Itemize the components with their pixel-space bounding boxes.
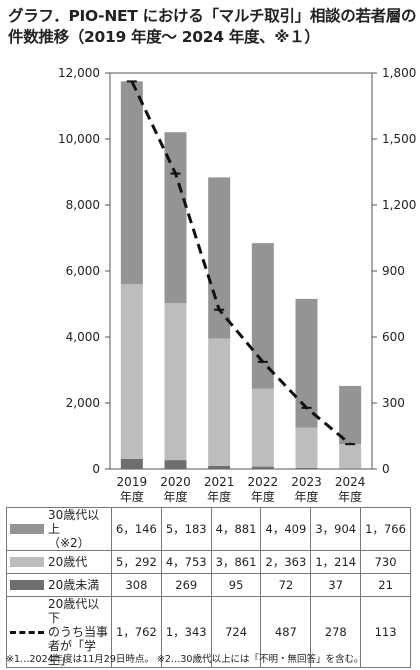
bar-segment bbox=[295, 427, 318, 468]
table-row-label: 20歳代 bbox=[6, 550, 112, 574]
table-cell: 4，409 bbox=[260, 507, 312, 551]
table-row-label: 20歳代以下 のうち当事 者が「学生」 bbox=[6, 596, 112, 668]
table-cell: 3，861 bbox=[210, 550, 262, 574]
student-line bbox=[130, 80, 352, 446]
bar-segment bbox=[295, 298, 318, 428]
category-label: 年度 bbox=[207, 489, 231, 504]
category-label: 2023 bbox=[291, 475, 322, 489]
bar-segment bbox=[164, 460, 187, 469]
category-label: 2021 bbox=[204, 475, 235, 489]
category-label: 年度 bbox=[251, 489, 275, 504]
table-cell: 730 bbox=[360, 550, 411, 574]
legend-label-line: のうち当事 bbox=[48, 625, 109, 639]
legend-label-line: 30歳代以上 bbox=[48, 508, 100, 536]
table-cell: 308 bbox=[111, 573, 162, 597]
table-row-label: 30歳代以上 （※2） bbox=[6, 507, 112, 551]
left-axis-tick-label: 6,000 bbox=[66, 264, 100, 278]
table-row-label: 20歳未満 bbox=[6, 573, 112, 597]
legend-swatch bbox=[10, 580, 44, 590]
bar-segment bbox=[339, 444, 362, 469]
table-cell: 724 bbox=[210, 596, 262, 668]
right-axis-tick-label: 1,800 bbox=[382, 66, 416, 80]
bar-segment bbox=[120, 81, 143, 285]
table-cell: 21 bbox=[360, 573, 411, 597]
table-cell: 2，363 bbox=[260, 550, 312, 574]
legend-label-line: 20歳代以下 bbox=[48, 597, 100, 625]
legend-swatch bbox=[10, 524, 44, 534]
table-cell: 72 bbox=[260, 573, 312, 597]
plot-frame bbox=[109, 72, 373, 470]
bar-segment bbox=[208, 338, 231, 466]
right-axis-tick-label: 1,200 bbox=[382, 198, 416, 212]
bar-segment bbox=[251, 243, 274, 389]
bar-segment bbox=[164, 132, 187, 304]
bar-segment bbox=[164, 303, 187, 461]
chart-title: グラフ．PIO-NET における「マルチ取引」相談の若者層の 件数推移（2019… bbox=[8, 6, 417, 48]
left-axis-tick-label: 0 bbox=[92, 462, 100, 476]
footnote: ※1…2024年度は11月29日時点。 ※2…30歳代以上には「不明・無回答」を… bbox=[6, 654, 364, 665]
right-axis-tick-label: 900 bbox=[382, 264, 405, 278]
category-label: 2022 bbox=[248, 475, 279, 489]
bar-segment bbox=[120, 284, 143, 459]
stacked-bar-chart: 0 2,000 4,000 6,000 8,000 10,000 12,000 0 300 600… bbox=[58, 66, 416, 504]
bar-segment bbox=[208, 465, 231, 469]
legend-line-swatch bbox=[10, 630, 44, 634]
bar-segment bbox=[295, 467, 318, 469]
data-table: 30歳代以上 （※2） 6，146 5，183 4，881 4，409 3，904 1，766… bbox=[6, 507, 411, 668]
right-axis-tick-label: 600 bbox=[382, 330, 405, 344]
category-label: 年度 bbox=[120, 489, 144, 504]
legend-label-line: 20歳未満 bbox=[48, 578, 100, 592]
table-cell: 5，292 bbox=[111, 550, 162, 574]
category-label: 2024 bbox=[335, 475, 366, 489]
table-cell: 1，343 bbox=[160, 596, 212, 668]
bar-segment bbox=[251, 466, 274, 469]
table-row: 20歳代 5，292 4，753 3，861 2，363 1，214 730 bbox=[6, 550, 411, 574]
legend-label-line: 者が「学生」 bbox=[48, 639, 97, 667]
right-axis-tick-label: 0 bbox=[382, 462, 390, 476]
table-cell: 6，146 bbox=[111, 507, 162, 551]
right-axis-tick-label: 1,500 bbox=[382, 132, 416, 146]
category-label: 年度 bbox=[163, 489, 187, 504]
table-cell: 3，904 bbox=[310, 507, 362, 551]
legend-label-line: （※2） bbox=[48, 536, 90, 550]
table-cell: 269 bbox=[160, 573, 212, 597]
category-label: 2020 bbox=[160, 475, 191, 489]
category-label: 年度 bbox=[294, 489, 318, 504]
left-axis-tick-label: 8,000 bbox=[66, 198, 100, 212]
bar-segment bbox=[339, 385, 362, 445]
table-cell: 1，762 bbox=[111, 596, 162, 668]
table-row: 20歳代以下 のうち当事 者が「学生」 1，762 1，343 724 487 278 113 bbox=[6, 596, 411, 668]
category-label: 年度 bbox=[338, 489, 362, 504]
title-line-2: 件数推移（2019 年度～ 2024 年度、※１） bbox=[8, 28, 320, 46]
table-cell: 1，214 bbox=[310, 550, 362, 574]
legend-swatch bbox=[10, 557, 44, 567]
right-axis-tick-label: 300 bbox=[382, 396, 405, 410]
table-cell: 95 bbox=[210, 573, 262, 597]
table-cell: 5，183 bbox=[160, 507, 212, 551]
table-row: 20歳未満 308 269 95 72 37 21 bbox=[6, 573, 411, 597]
table-cell: 278 bbox=[310, 596, 362, 668]
left-axis-tick-label: 12,000 bbox=[58, 66, 100, 80]
table-cell: 37 bbox=[310, 573, 362, 597]
category-label: 2019 bbox=[117, 475, 148, 489]
legend-label-line: 20歳代 bbox=[48, 555, 88, 569]
left-axis-tick-label: 2,000 bbox=[66, 396, 100, 410]
left-axis-tick-label: 4,000 bbox=[66, 330, 100, 344]
bar-segment bbox=[251, 388, 274, 467]
bar-segment bbox=[339, 468, 362, 469]
table-cell: 4，881 bbox=[210, 507, 262, 551]
left-axis-tick-label: 10,000 bbox=[58, 132, 100, 146]
bar-segment bbox=[120, 458, 143, 469]
table-cell: 113 bbox=[360, 596, 411, 668]
table-cell: 4，753 bbox=[160, 550, 212, 574]
table-row: 30歳代以上 （※2） 6，146 5，183 4，881 4，409 3，904 1，766 bbox=[6, 507, 411, 551]
title-line-1: グラフ．PIO-NET における「マルチ取引」相談の若者層の bbox=[8, 7, 417, 25]
table-cell: 1，766 bbox=[360, 507, 411, 551]
bar-segment bbox=[208, 177, 231, 339]
table-cell: 487 bbox=[260, 596, 312, 668]
